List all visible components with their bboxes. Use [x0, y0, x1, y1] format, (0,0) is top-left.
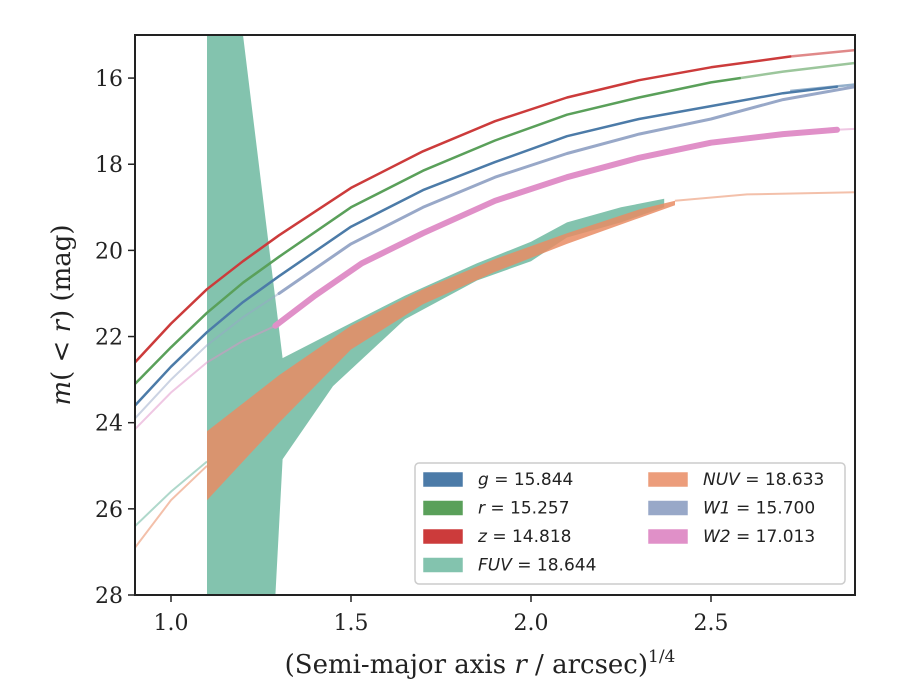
legend-label-nuv: NUV = 18.633 [703, 470, 824, 490]
x-tick-label: 2.0 [514, 611, 549, 636]
legend-label-fuv: FUV = 18.644 [478, 556, 596, 576]
legend-swatch-w1 [647, 500, 689, 516]
x-axis-title-pre: (Semi-major axis [285, 650, 515, 680]
legend-label-z: z = 14.818 [477, 527, 571, 547]
x-tick-label: 1.0 [154, 611, 189, 636]
series-line-g [135, 85, 839, 407]
y-tick-label: 24 [95, 412, 123, 437]
y-axis-title-close: ) [47, 310, 77, 320]
legend: g = 15.844 r = 15.257 z = 14.818 FUV = 18.6… [414, 462, 846, 585]
legend-swatch-fuv [422, 557, 464, 573]
y-tick-label: 22 [95, 326, 123, 351]
legend-label-w2: W2 = 17.013 [703, 527, 815, 547]
series-extrapolation-z [790, 48, 855, 58]
plot-frame [134, 34, 856, 596]
series-band-fuv [207, 35, 665, 595]
legend-swatch-g [422, 471, 464, 488]
y-tick-label: 20 [95, 239, 123, 264]
x-tick-label: 2.5 [694, 611, 729, 636]
legend-swatch-w2 [647, 528, 689, 545]
legend-swatch-z [422, 528, 464, 545]
series-extrapolation-w2 [836, 127, 855, 131]
y-axis-title-lt: < [47, 332, 77, 370]
series-extrapolation-nuv [674, 191, 855, 202]
legend-label-g: g = 15.844 [478, 470, 573, 490]
series-extrapolation-fuv [135, 460, 208, 527]
y-tick-label: 16 [95, 67, 123, 92]
x-axis-title-post: / arcsec) [527, 650, 648, 680]
y-axis-title-unit: (mag) [47, 224, 77, 309]
series-extrapolation-w2 [135, 324, 276, 430]
legend-swatch-nuv [647, 471, 689, 488]
series-line-w1 [277, 85, 855, 295]
x-tick-label: 1.5 [334, 611, 369, 636]
y-tick-label: 26 [95, 498, 123, 523]
y-tick-label: 18 [95, 153, 123, 178]
legend-label-r: r = 15.257 [478, 499, 570, 519]
x-axis-title-sup: 1/4 [648, 647, 675, 667]
x-axis-title-var: r [514, 650, 528, 680]
legend-swatch-r [422, 500, 464, 516]
plot-area [135, 35, 855, 595]
series-line-z [135, 55, 792, 364]
series-extrapolation-w1 [135, 292, 280, 420]
x-axis-title: (Semi-major axis r / arcsec)1/4 [285, 647, 676, 680]
y-axis-title-m: m [47, 381, 77, 406]
y-axis-title: m( < r) (mag) [47, 224, 77, 405]
y-axis-title-open: ( [47, 371, 77, 381]
legend-frame [414, 462, 846, 585]
axis-ticks: 1.0 1.5 2.0 2.5 16 18 20 22 24 26 28 [95, 67, 729, 636]
y-tick-label: 28 [95, 584, 123, 609]
y-axis-title-r: r [47, 318, 77, 332]
legend-label-w1: W1 = 15.700 [703, 499, 815, 519]
series-extrapolation-nuv [135, 465, 208, 549]
series-line-r [135, 76, 742, 386]
series-extrapolation-r [739, 61, 855, 80]
series-line-w2 [272, 126, 840, 329]
